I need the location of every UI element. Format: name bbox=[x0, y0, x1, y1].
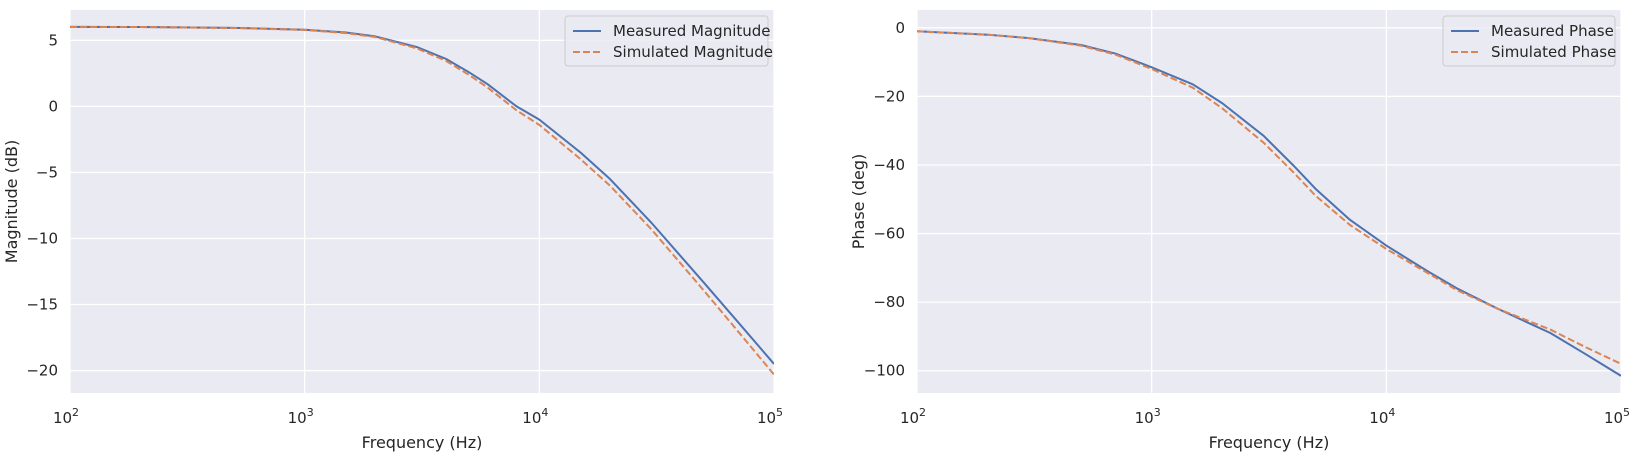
magnitude-legend-label: Simulated Magnitude bbox=[613, 43, 773, 61]
phase-y-axis-label: Phase (deg) bbox=[849, 154, 868, 250]
phase-x-axis-label: Frequency (Hz) bbox=[1209, 433, 1330, 452]
magnitude-chart: 102 103 104 105 5 0 −5 −10 −15 −20 Frequency (Hz) M… bbox=[2, 10, 783, 452]
magnitude-plot-area bbox=[70, 10, 774, 393]
phase-legend-label: Simulated Phase bbox=[1491, 43, 1616, 61]
phase-x-tick-label: 102 bbox=[900, 406, 926, 427]
phase-x-tick-label: 104 bbox=[1369, 406, 1395, 427]
magnitude-y-tick-label: −5 bbox=[36, 163, 58, 181]
phase-y-tick-label: −60 bbox=[873, 225, 905, 243]
phase-x-tick-label: 103 bbox=[1135, 406, 1161, 427]
magnitude-y-tick-label: −20 bbox=[26, 362, 58, 380]
phase-legend-label: Measured Phase bbox=[1491, 22, 1614, 40]
phase-x-tick-label: 105 bbox=[1604, 406, 1630, 427]
phase-chart: 102 103 104 105 0 −20 −40 −60 −80 −100 Frequency (… bbox=[849, 10, 1630, 452]
phase-legend bbox=[1442, 15, 1616, 67]
phase-y-tick-label: −40 bbox=[873, 156, 905, 174]
magnitude-x-tick-label: 105 bbox=[757, 406, 783, 427]
magnitude-x-tick-label: 103 bbox=[288, 406, 314, 427]
phase-y-tick-label: −80 bbox=[873, 293, 905, 311]
magnitude-series-simulated-line bbox=[70, 25, 774, 376]
phase-plot-area bbox=[917, 10, 1621, 393]
phase-y-tick-label: 0 bbox=[895, 19, 905, 37]
magnitude-x-tick-label: 102 bbox=[53, 406, 79, 427]
phase-y-tick-label: −100 bbox=[864, 362, 905, 380]
magnitude-y-tick-label: −15 bbox=[26, 296, 58, 314]
magnitude-y-axis-label: Magnitude (dB) bbox=[2, 140, 21, 263]
magnitude-x-tick-label: 104 bbox=[522, 406, 548, 427]
magnitude-y-tick-label: −10 bbox=[26, 229, 58, 247]
magnitude-y-tick-label: 0 bbox=[48, 97, 58, 115]
magnitude-x-axis-label: Frequency (Hz) bbox=[362, 433, 483, 452]
magnitude-legend-label: Measured Magnitude bbox=[613, 22, 771, 40]
magnitude-y-tick-label: 5 bbox=[48, 31, 58, 49]
phase-y-tick-label: −20 bbox=[873, 87, 905, 105]
magnitude-legend bbox=[564, 15, 769, 67]
phase-series-simulated-line bbox=[917, 30, 1621, 365]
